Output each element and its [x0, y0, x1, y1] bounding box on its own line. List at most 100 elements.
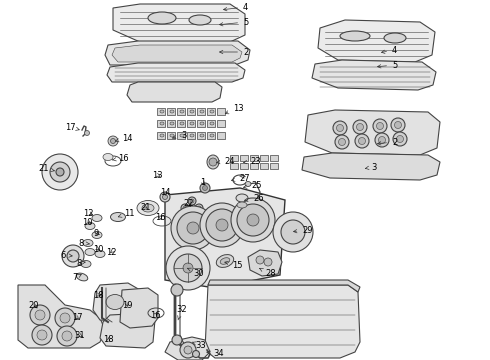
Text: 10: 10 [82, 217, 93, 226]
Ellipse shape [190, 122, 194, 125]
Ellipse shape [76, 273, 88, 281]
Circle shape [50, 162, 70, 182]
Bar [240, 163, 248, 169]
Circle shape [32, 325, 52, 345]
Ellipse shape [111, 212, 125, 221]
Text: 14: 14 [160, 188, 171, 197]
Bar [177, 132, 185, 139]
Text: 7: 7 [72, 274, 81, 283]
Bar [270, 155, 278, 161]
Polygon shape [302, 153, 440, 180]
Ellipse shape [160, 134, 164, 137]
Circle shape [197, 206, 201, 210]
Circle shape [247, 214, 259, 226]
Ellipse shape [142, 204, 154, 212]
Circle shape [200, 203, 244, 247]
Circle shape [35, 310, 45, 320]
Ellipse shape [210, 134, 214, 137]
Text: 29: 29 [294, 225, 313, 234]
Circle shape [188, 197, 196, 205]
Bar [157, 120, 165, 127]
Polygon shape [120, 288, 158, 328]
Ellipse shape [190, 110, 194, 113]
Circle shape [353, 120, 367, 134]
Ellipse shape [160, 110, 164, 113]
Circle shape [195, 204, 203, 212]
Polygon shape [208, 280, 360, 292]
Circle shape [256, 256, 264, 264]
Bar [217, 108, 225, 115]
Ellipse shape [200, 134, 204, 137]
Bar [197, 120, 205, 127]
Circle shape [391, 118, 405, 132]
Bar [167, 120, 175, 127]
Bar [187, 108, 195, 115]
Circle shape [67, 250, 79, 262]
Polygon shape [107, 63, 245, 82]
Ellipse shape [81, 261, 91, 267]
Text: 17: 17 [72, 314, 83, 323]
Text: 22: 22 [183, 198, 194, 207]
Circle shape [183, 263, 193, 273]
Ellipse shape [210, 122, 214, 125]
Ellipse shape [384, 33, 406, 43]
Bar [177, 120, 185, 127]
Bar [197, 108, 205, 115]
Bar [250, 163, 258, 169]
Text: 3: 3 [172, 131, 186, 140]
Circle shape [187, 222, 199, 234]
Text: 4: 4 [223, 3, 248, 12]
Circle shape [188, 204, 196, 212]
Polygon shape [127, 82, 222, 102]
Circle shape [172, 335, 182, 345]
Circle shape [202, 185, 207, 190]
Text: 9: 9 [93, 229, 99, 238]
Bar [167, 108, 175, 115]
Text: 16: 16 [155, 212, 166, 221]
Polygon shape [205, 285, 360, 358]
Bar [217, 132, 225, 139]
Bar [197, 132, 205, 139]
Circle shape [396, 135, 403, 143]
Text: 13: 13 [152, 171, 163, 180]
Bar [157, 108, 165, 115]
Circle shape [273, 212, 313, 252]
Text: 12: 12 [106, 248, 117, 257]
Ellipse shape [207, 155, 219, 169]
Text: 18: 18 [103, 336, 114, 345]
Text: 20: 20 [28, 301, 39, 310]
Text: 19: 19 [122, 301, 132, 310]
Polygon shape [312, 60, 436, 90]
Text: 32: 32 [176, 306, 187, 320]
Ellipse shape [200, 122, 204, 125]
Ellipse shape [210, 110, 214, 113]
Circle shape [264, 258, 272, 266]
Bar [270, 163, 278, 169]
Circle shape [337, 125, 343, 131]
Ellipse shape [106, 294, 124, 310]
Ellipse shape [236, 194, 248, 202]
Ellipse shape [92, 215, 102, 221]
Text: 4: 4 [382, 45, 397, 54]
Ellipse shape [245, 181, 251, 186]
Text: 12: 12 [83, 208, 94, 217]
Bar [240, 155, 248, 161]
Polygon shape [18, 285, 105, 348]
Text: 2: 2 [220, 48, 248, 57]
Text: 14: 14 [116, 134, 132, 143]
Bar [250, 155, 258, 161]
Text: 30: 30 [188, 268, 204, 278]
Circle shape [357, 123, 364, 131]
Ellipse shape [92, 231, 102, 239]
Text: 27: 27 [231, 174, 249, 183]
Circle shape [378, 136, 386, 144]
Circle shape [394, 122, 401, 129]
Circle shape [231, 198, 275, 242]
Circle shape [160, 192, 170, 202]
Ellipse shape [103, 153, 113, 161]
Bar [187, 120, 195, 127]
Circle shape [216, 219, 228, 231]
Text: 5: 5 [377, 60, 397, 69]
Ellipse shape [189, 15, 211, 25]
Bar [207, 108, 215, 115]
